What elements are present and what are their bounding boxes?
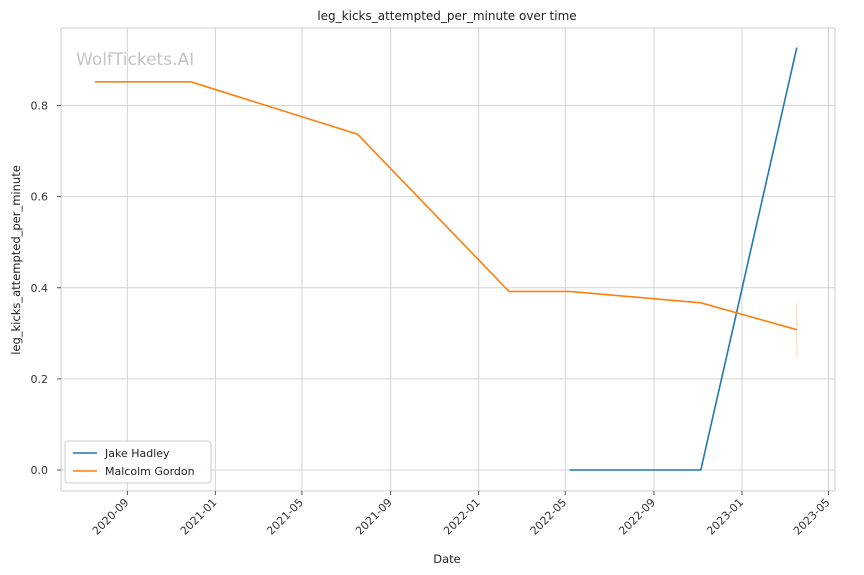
y-tick-label: 0.4 — [31, 282, 49, 295]
y-tick-label: 0.6 — [31, 191, 49, 204]
legend-box — [64, 440, 212, 484]
series-lines — [94, 47, 798, 471]
legend-label-malcolm-gordon: Malcolm Gordon — [105, 465, 195, 478]
y-tick-label: 0.2 — [31, 373, 49, 386]
x-axis-label: Date — [433, 552, 461, 566]
y-axis-label: leg_kicks_attempted_per_minute — [9, 165, 23, 355]
watermark: WolfTickets.AI — [76, 50, 194, 70]
axes-frame — [60, 27, 836, 492]
y-tick-label: 0.8 — [31, 99, 49, 112]
legend-label-jake-hadley: Jake Hadley — [104, 447, 170, 460]
y-tick-label: 0.0 — [31, 464, 49, 477]
series-line-malcolm-gordon — [94, 81, 798, 331]
y-axis-ticks: 0.0 0.2 0.4 0.6 0.8 — [31, 99, 61, 477]
series-line-jake-hadley — [569, 47, 798, 471]
grid — [61, 28, 835, 491]
legend: Jake Hadley Malcolm Gordon — [64, 440, 212, 484]
chart-title: leg_kicks_attempted_per_minute over time — [317, 9, 576, 23]
